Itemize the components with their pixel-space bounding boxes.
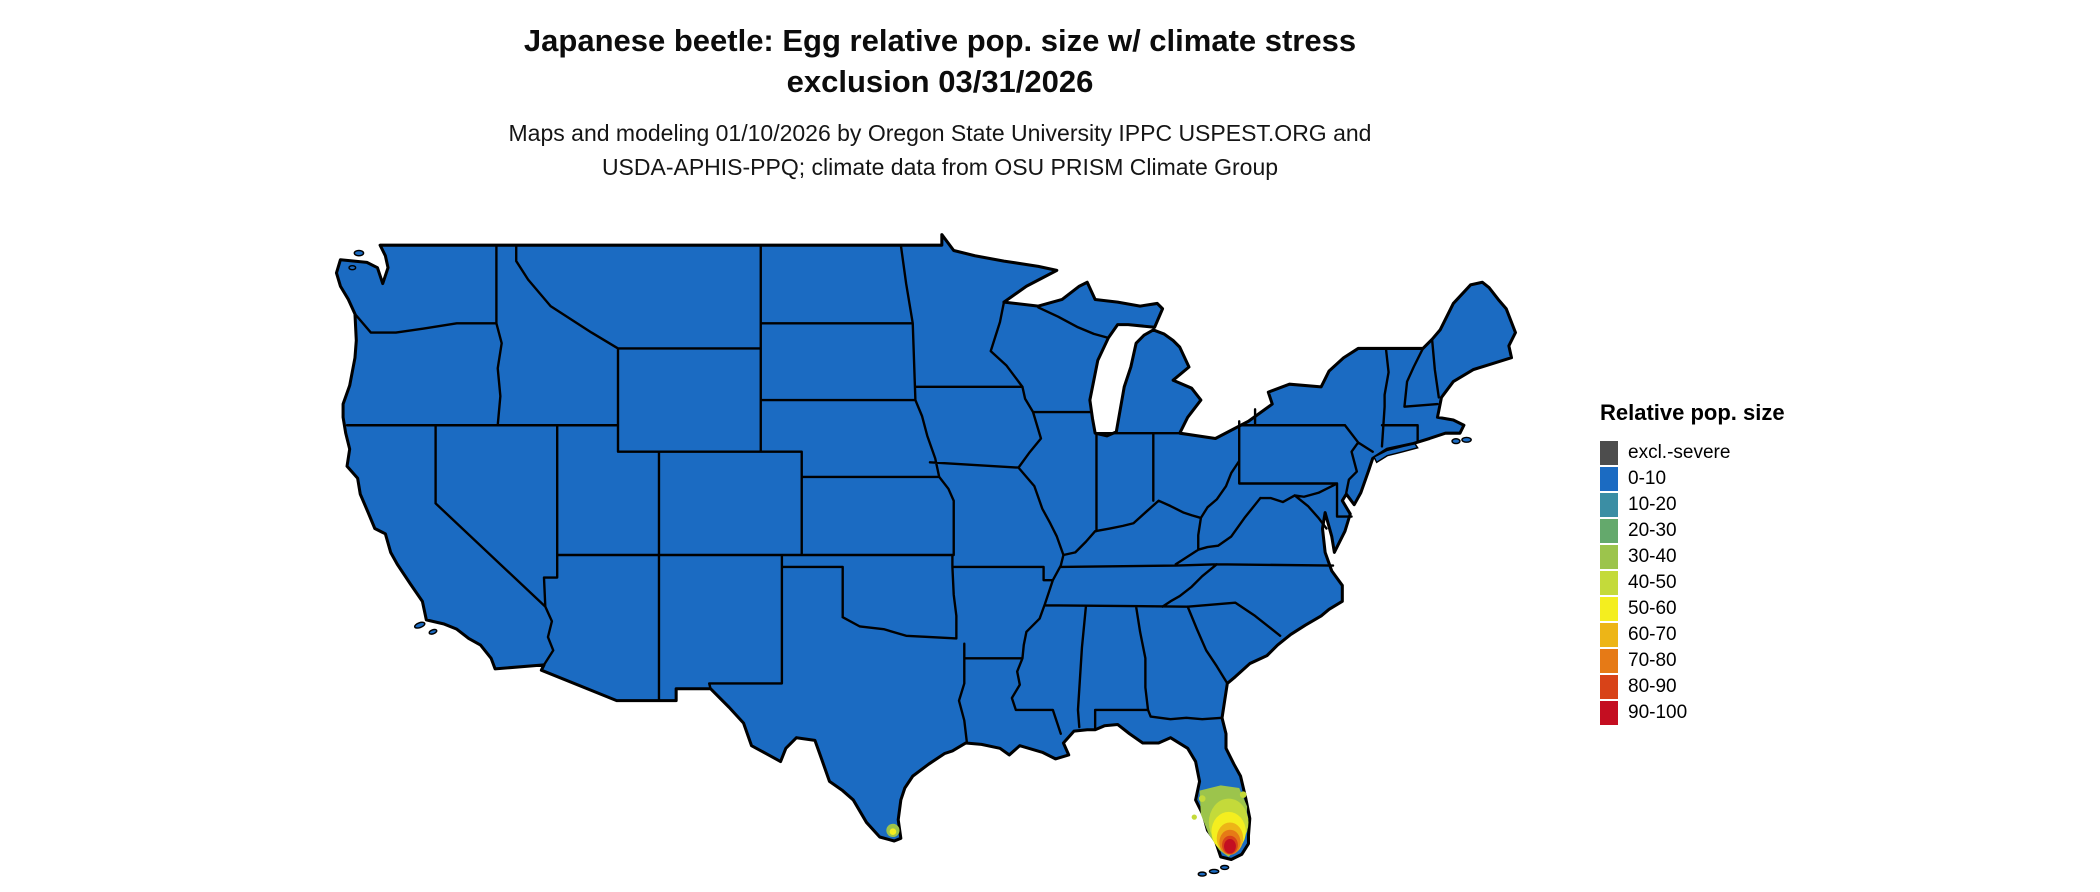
- island-san-juan: [353, 249, 365, 257]
- legend-swatch: [1600, 467, 1618, 491]
- legend-row: 80-90: [1600, 674, 1785, 700]
- island-keys-3: [1197, 871, 1207, 877]
- florida-speck-3: [1191, 814, 1197, 820]
- island-keys-1: [1219, 864, 1230, 871]
- legend-row: 10-20: [1600, 492, 1785, 518]
- island-channel-1: [413, 621, 426, 629]
- page-title-line2: exclusion 03/31/2026: [786, 64, 1094, 99]
- coastal-islands: [348, 249, 1472, 877]
- legend-swatch: [1600, 545, 1618, 569]
- legend-swatch: [1600, 701, 1618, 725]
- legend-row: 30-40: [1600, 544, 1785, 570]
- legend-label: 50-60: [1628, 598, 1677, 619]
- island-marthas-vineyard: [1451, 438, 1461, 445]
- us-map: [334, 233, 1517, 877]
- florida-speck-2: [1198, 795, 1206, 802]
- page-subtitle: Maps and modeling 01/10/2026 by Oregon S…: [0, 116, 1880, 184]
- texas-hotspot: [886, 823, 900, 838]
- legend-label: 0-10: [1628, 468, 1667, 489]
- header: Japanese beetle: Egg relative pop. size …: [0, 20, 1880, 184]
- legend-entries: excl.-severe 0-10 10-20 20-30 30-40 40-5…: [1600, 440, 1785, 726]
- legend: Relative pop. size excl.-severe 0-10 10-…: [1600, 400, 1785, 726]
- legend-label: 60-70: [1628, 624, 1677, 645]
- legend-swatch: [1600, 649, 1618, 673]
- legend-row: 90-100: [1600, 700, 1785, 726]
- legend-row: 0-10: [1600, 466, 1785, 492]
- legend-row: excl.-severe: [1600, 440, 1785, 466]
- florida-speck-1: [1239, 791, 1247, 798]
- legend-row: 60-70: [1600, 622, 1785, 648]
- page-subtitle-line1: Maps and modeling 01/10/2026 by Oregon S…: [508, 120, 1372, 146]
- page-title-line1: Japanese beetle: Egg relative pop. size …: [523, 23, 1357, 58]
- legend-label: 90-100: [1628, 702, 1688, 723]
- legend-label: excl.-severe: [1628, 442, 1731, 463]
- legend-row: 70-80: [1600, 648, 1785, 674]
- legend-label: 10-20: [1628, 494, 1677, 515]
- island-keys-2: [1208, 868, 1220, 875]
- legend-swatch: [1600, 493, 1618, 517]
- florida-hotspot: [1191, 785, 1249, 857]
- legend-row: 50-60: [1600, 596, 1785, 622]
- legend-row: 40-50: [1600, 570, 1785, 596]
- legend-swatch: [1600, 571, 1618, 595]
- florida-hotspot-90-100: [1224, 838, 1236, 854]
- island-channel-2: [428, 628, 438, 635]
- legend-swatch: [1600, 597, 1618, 621]
- conus-outline: [334, 233, 1517, 862]
- legend-label: 80-90: [1628, 676, 1677, 697]
- legend-label: 20-30: [1628, 520, 1677, 541]
- long-island: [1373, 442, 1419, 464]
- legend-title: Relative pop. size: [1600, 400, 1785, 425]
- legend-swatch: [1600, 675, 1618, 699]
- legend-swatch: [1600, 441, 1618, 465]
- island-nantucket: [1461, 436, 1472, 443]
- state-borders: [345, 243, 1440, 745]
- page-subtitle-line2: USDA-APHIS-PPQ; climate data from OSU PR…: [601, 154, 1279, 180]
- island-puget: [348, 264, 357, 271]
- legend-swatch: [1600, 623, 1618, 647]
- legend-label: 30-40: [1628, 546, 1677, 567]
- legend-label: 70-80: [1628, 650, 1677, 671]
- legend-row: 20-30: [1600, 518, 1785, 544]
- legend-label: 40-50: [1628, 572, 1677, 593]
- texas-hotspot-50-60: [889, 828, 897, 836]
- legend-swatch: [1600, 519, 1618, 543]
- page-title: Japanese beetle: Egg relative pop. size …: [0, 20, 1880, 102]
